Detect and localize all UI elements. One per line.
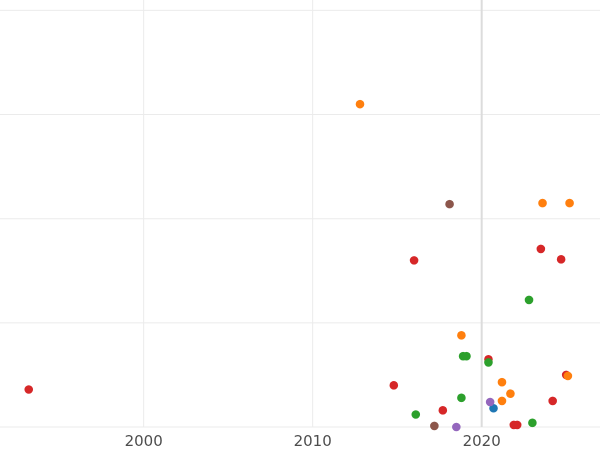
data-point-1-7 [565, 198, 574, 208]
data-point-0-2 [409, 256, 419, 265]
data-point-0-7 [536, 244, 546, 254]
data-point-1-2 [497, 396, 507, 406]
data-point-0-3 [438, 406, 448, 415]
data-point-0-9 [556, 255, 566, 264]
data-point-4-1 [485, 397, 495, 407]
data-point-0-0 [24, 385, 34, 394]
data-point-1-6 [563, 371, 573, 381]
x-tick-label-0: 2000 [125, 432, 163, 450]
data-point-2-4 [484, 358, 493, 367]
data-point-2-0 [411, 410, 421, 419]
data-point-1-3 [497, 377, 507, 387]
data-point-4-0 [452, 422, 461, 432]
x-tick-label-1: 2010 [294, 432, 332, 450]
data-point-1-4 [506, 389, 515, 398]
data-point-2-5 [524, 295, 534, 305]
data-point-2-3 [462, 351, 471, 361]
data-point-0-6 [512, 420, 522, 430]
data-point-0-8 [548, 396, 557, 406]
data-point-1-1 [457, 331, 466, 340]
x-axis-ticks: 2000 2010 2020 [125, 432, 501, 450]
x-tick-label-2: 2020 [463, 432, 501, 450]
data-point-5-0 [430, 421, 439, 431]
data-point-1-5 [538, 198, 547, 208]
data-points [24, 99, 574, 432]
data-point-2-1 [457, 393, 466, 403]
data-point-0-1 [389, 381, 399, 390]
data-point-2-6 [528, 418, 537, 428]
data-point-1-0 [355, 99, 365, 109]
data-point-5-1 [445, 199, 454, 209]
grid [0, 0, 600, 428]
